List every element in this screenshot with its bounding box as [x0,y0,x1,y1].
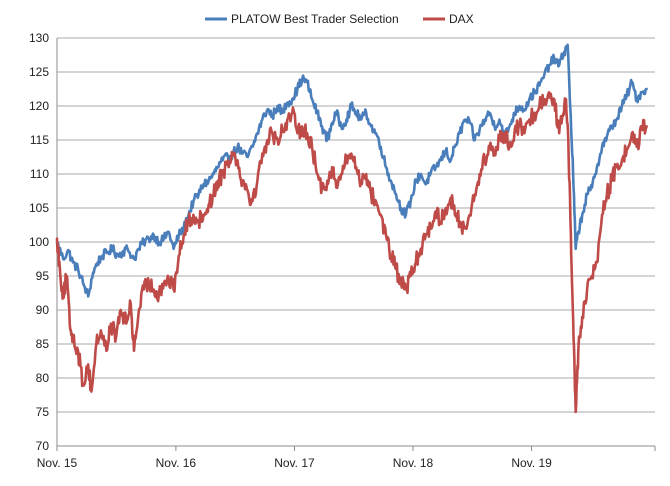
x-tick-label: Nov. 18 [393,456,434,470]
y-tick-label: 100 [29,235,49,249]
legend-label: PLATOW Best Trader Selection [231,12,399,26]
series-lines [55,43,648,414]
x-tick-label: Nov. 17 [274,456,315,470]
y-tick-label: 80 [36,371,50,385]
y-tick-label: 125 [29,65,49,79]
y-tick-label: 110 [30,167,49,181]
y-tick-label: 115 [30,133,49,147]
series-line-platow [55,43,648,298]
y-tick-label: 105 [29,201,49,215]
axes: 70 75 80 85 90 95 100 105 110 115 120 125 130 Nov. 15… [29,31,656,470]
x-tick-label: Nov. 19 [511,456,552,470]
y-tick-label: 85 [36,337,50,351]
y-tick-label: 120 [29,99,49,113]
y-tick-label: 75 [36,405,50,419]
y-tick-label: 90 [36,303,50,317]
y-tick-label: 70 [36,439,50,453]
x-tick-label: Nov. 16 [156,456,197,470]
y-tick-label: 95 [36,269,50,283]
series-line-dax [55,91,648,414]
y-tick-label: 130 [29,31,49,45]
x-tick-label: Nov. 15 [37,456,78,470]
legend: PLATOW Best Trader Selection DAX [205,12,474,26]
legend-label: DAX [449,12,474,26]
